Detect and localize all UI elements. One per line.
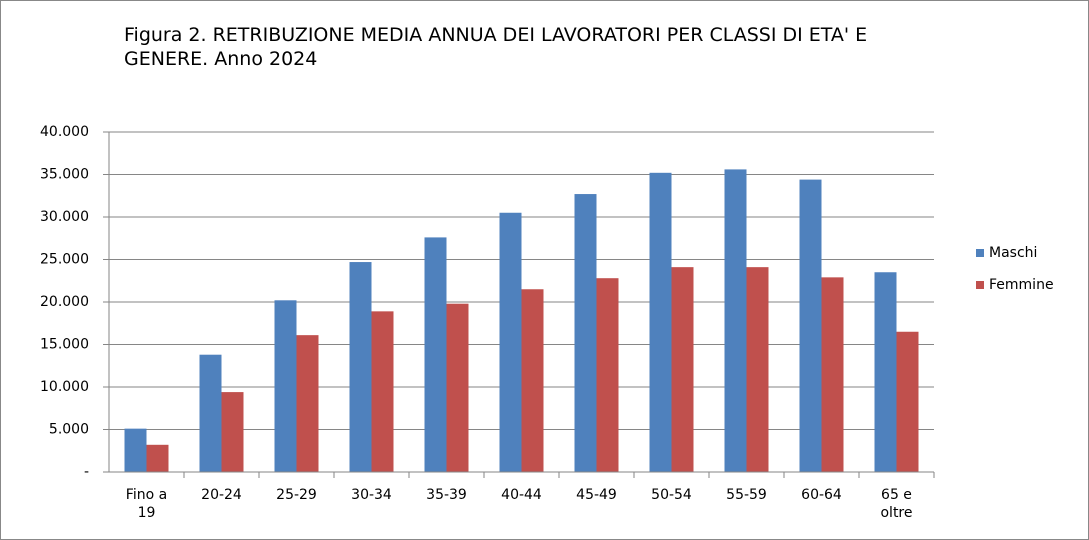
y-tick-label: 40.000 bbox=[40, 124, 89, 140]
y-tick-label: - bbox=[84, 464, 89, 480]
x-tick-label: 40-44 bbox=[501, 487, 542, 503]
bar bbox=[146, 444, 169, 472]
bar bbox=[371, 311, 394, 472]
legend-label: Femmine bbox=[989, 277, 1054, 293]
x-tick-label: Fino a 19 bbox=[125, 487, 168, 521]
legend-label: Maschi bbox=[989, 245, 1037, 261]
bar bbox=[349, 262, 372, 472]
y-tick-label: 15.000 bbox=[40, 337, 89, 353]
bar bbox=[746, 267, 769, 472]
y-tick-label: 35.000 bbox=[40, 167, 89, 183]
bar bbox=[799, 179, 822, 472]
x-tick-label: 20-24 bbox=[201, 487, 242, 503]
x-tick-label: 25-29 bbox=[276, 487, 317, 503]
bar bbox=[874, 272, 897, 472]
bar bbox=[446, 303, 469, 472]
bar bbox=[521, 289, 544, 472]
bar bbox=[424, 237, 447, 472]
y-tick-label: 30.000 bbox=[40, 209, 89, 225]
bar bbox=[649, 172, 672, 473]
bar bbox=[821, 277, 844, 472]
bar bbox=[296, 335, 319, 472]
x-tick-label: 35-39 bbox=[426, 487, 467, 503]
bar bbox=[221, 392, 244, 472]
x-tick-label: 45-49 bbox=[576, 487, 617, 503]
y-tick-label: 20.000 bbox=[40, 294, 89, 310]
bar bbox=[596, 278, 619, 472]
x-tick-label: 30-34 bbox=[351, 487, 392, 503]
y-tick-label: 10.000 bbox=[40, 379, 89, 395]
legend-swatch bbox=[976, 281, 984, 289]
x-tick-label: 50-54 bbox=[651, 487, 692, 503]
bar bbox=[724, 169, 747, 472]
bar bbox=[896, 331, 919, 472]
y-tick-label: 25.000 bbox=[40, 252, 89, 268]
x-tick-label: 55-59 bbox=[726, 487, 767, 503]
chart-title: Figura 2. RETRIBUZIONE MEDIA ANNUA DEI L… bbox=[124, 24, 868, 70]
bar bbox=[199, 354, 222, 472]
x-tick-label: 60-64 bbox=[801, 487, 842, 503]
x-tick-label: 65 e oltre bbox=[880, 487, 913, 521]
bar bbox=[671, 267, 694, 472]
bar bbox=[499, 212, 522, 472]
bar bbox=[124, 428, 147, 472]
bar bbox=[274, 300, 297, 472]
bar bbox=[574, 194, 597, 473]
y-tick-label: 5.000 bbox=[49, 422, 89, 438]
legend-swatch bbox=[976, 249, 984, 257]
